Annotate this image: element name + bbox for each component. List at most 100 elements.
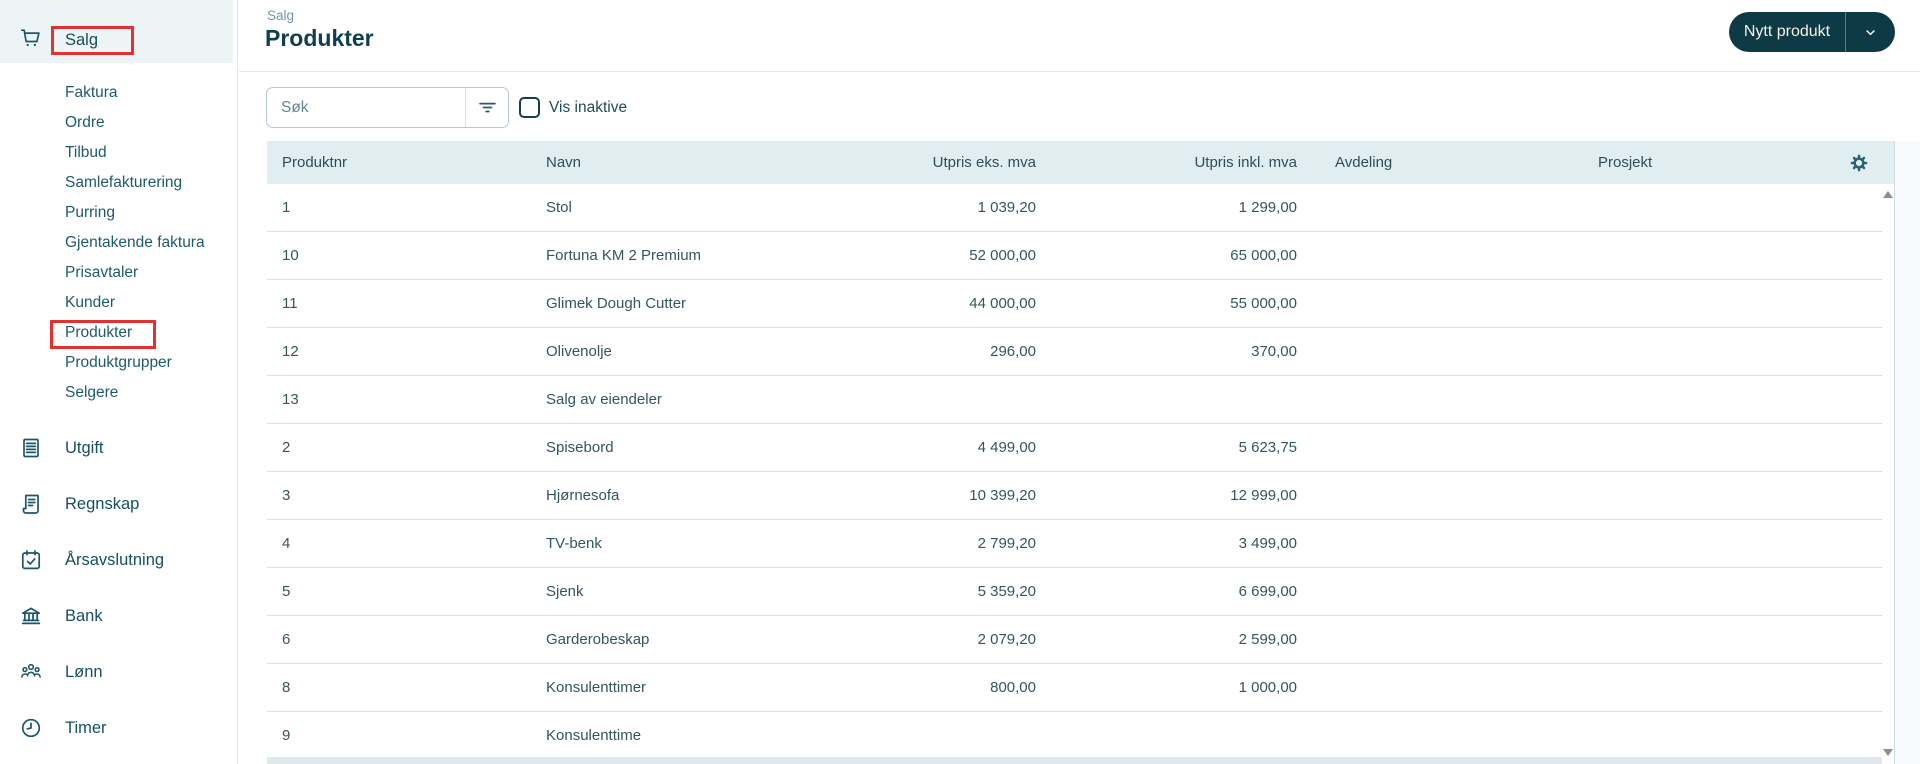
sidebar-item-lonn[interactable]: Lønn <box>0 644 238 700</box>
cell-utpris-inkl-mva: 3 499,00 <box>1238 535 1297 552</box>
scrollbar-arrow-up-icon[interactable] <box>1883 191 1893 198</box>
cell-utpris-inkl-mva: 1 299,00 <box>1238 199 1297 216</box>
page-title: Produkter <box>265 25 374 51</box>
sidebar-item-utgift[interactable]: Utgift <box>0 420 238 476</box>
expense-document-icon <box>19 436 43 460</box>
cell-utpris-inkl-mva: 65 000,00 <box>1230 247 1297 264</box>
table-row[interactable]: 6 Garderobeskap 2 079,20 2 599,00 <box>267 616 1882 664</box>
sidebar-item-gjentakende-faktura[interactable]: Gjentakende faktura <box>0 228 238 258</box>
cell-utpris-inkl-mva: 6 699,00 <box>1238 583 1297 600</box>
cell-navn: Olivenolje <box>546 343 612 360</box>
cell-navn: Garderobeskap <box>546 631 650 648</box>
sidebar-item-arsavslutning[interactable]: Årsavslutning <box>0 532 238 588</box>
filter-button[interactable] <box>465 88 508 127</box>
cell-navn: Konsulenttimer <box>546 679 647 696</box>
cell-utpris-eks-mva: 44 000,00 <box>969 295 1036 312</box>
sidebar-item-label: Faktura <box>65 84 118 101</box>
show-inactive-label: Vis inaktive <box>549 99 628 116</box>
sidebar-item-produktgrupper[interactable]: Produktgrupper <box>0 348 238 378</box>
table-row[interactable]: 9 Konsulenttime <box>267 712 1882 760</box>
table-row[interactable]: 5 Sjenk 5 359,20 6 699,00 <box>267 568 1882 616</box>
column-settings-button[interactable] <box>1849 153 1869 173</box>
vertical-scrollbar[interactable] <box>1882 184 1894 764</box>
right-gutter <box>1895 141 1920 764</box>
cell-navn: Spisebord <box>546 439 614 456</box>
cell-utpris-eks-mva: 2 079,20 <box>977 631 1036 648</box>
sidebar-item-label: Ordre <box>65 114 105 131</box>
sidebar-item-tilbud[interactable]: Tilbud <box>0 138 238 168</box>
gear-icon <box>1850 154 1868 171</box>
filter-icon <box>478 102 496 113</box>
cell-produktnr: 4 <box>282 535 291 552</box>
table-row[interactable]: 8 Konsulenttimer 800,00 1 000,00 <box>267 664 1882 712</box>
calendar-check-icon <box>19 548 43 572</box>
sidebar-item-purring[interactable]: Purring <box>0 198 238 228</box>
sidebar-item-label: Regnskap <box>65 494 140 513</box>
cell-produktnr: 12 <box>282 343 299 360</box>
header-divider <box>239 71 1920 72</box>
table-row[interactable]: 3 Hjørnesofa 10 399,20 12 999,00 <box>267 472 1882 520</box>
sidebar-item-regnskap[interactable]: Regnskap <box>0 476 238 532</box>
horizontal-scrollbar[interactable] <box>267 757 1882 764</box>
table-row[interactable]: 11 Glimek Dough Cutter 44 000,00 55 000,00 <box>267 280 1882 328</box>
column-header-utpris-inkl-mva[interactable]: Utpris inkl. mva <box>1194 154 1297 171</box>
sidebar-item-samlefakturering[interactable]: Samlefakturering <box>0 168 238 198</box>
clock-icon <box>19 716 43 740</box>
products-table: Produktnr Navn Utpris eks. mva Utpris in… <box>267 141 1894 760</box>
sidebar-item-produkter[interactable]: Produkter <box>0 318 238 348</box>
cell-utpris-inkl-mva: 1 000,00 <box>1238 679 1297 696</box>
cell-navn: Hjørnesofa <box>546 487 620 504</box>
cell-utpris-inkl-mva: 2 599,00 <box>1238 631 1297 648</box>
cell-navn: Fortuna KM 2 Premium <box>546 247 702 264</box>
column-header-navn[interactable]: Navn <box>546 154 582 171</box>
show-inactive-checkbox[interactable] <box>519 97 540 118</box>
table-row[interactable]: 12 Olivenolje 296,00 370,00 <box>267 328 1882 376</box>
search-input[interactable] <box>267 88 465 127</box>
table-row[interactable]: 1 Stol 1 039,20 1 299,00 <box>267 184 1882 232</box>
breadcrumb[interactable]: Salg <box>267 8 295 23</box>
sidebar-item-kunder[interactable]: Kunder <box>0 288 238 318</box>
column-header-avdeling[interactable]: Avdeling <box>1335 154 1393 171</box>
sidebar-item-timer[interactable]: Timer <box>0 700 238 756</box>
sidebar-item-label: Årsavslutning <box>65 550 165 569</box>
cell-utpris-inkl-mva: 55 000,00 <box>1230 295 1297 312</box>
sidebar-item-label: Selgere <box>65 384 119 401</box>
new-product-button[interactable]: Nytt produkt <box>1729 12 1895 52</box>
sidebar-item-ordre[interactable]: Ordre <box>0 108 238 138</box>
cell-produktnr: 6 <box>282 631 291 648</box>
cell-utpris-eks-mva: 296,00 <box>990 343 1036 360</box>
sidebar-item-label: Lønn <box>65 662 103 681</box>
sidebar: Salg Faktura Ordre Tilbud Samlefakturering P… <box>0 0 238 764</box>
cell-produktnr: 11 <box>282 295 298 312</box>
scrollbar-arrow-down-icon[interactable] <box>1883 749 1893 756</box>
sidebar-item-bank[interactable]: Bank <box>0 588 238 644</box>
cell-navn: Salg av eiendeler <box>546 391 662 408</box>
sidebar-item-faktura[interactable]: Faktura <box>0 78 238 108</box>
new-product-dropdown-toggle[interactable] <box>1846 12 1895 52</box>
table-header-row: Produktnr Navn Utpris eks. mva Utpris in… <box>267 141 1894 184</box>
cell-utpris-inkl-mva: 370,00 <box>1251 343 1297 360</box>
table-body: 1 Stol 1 039,20 1 299,00 10 Fortuna KM 2 Prem… <box>267 184 1894 760</box>
sidebar-item-prisavtaler[interactable]: Prisavtaler <box>0 258 238 288</box>
cell-utpris-eks-mva: 1 039,20 <box>977 199 1036 216</box>
column-header-produktnr[interactable]: Produktnr <box>282 154 348 171</box>
cell-navn: Stol <box>546 199 572 216</box>
cell-utpris-eks-mva: 800,00 <box>990 679 1036 696</box>
cell-utpris-inkl-mva: 5 623,75 <box>1238 439 1297 456</box>
cell-produktnr: 8 <box>282 679 291 696</box>
table-row[interactable]: 2 Spisebord 4 499,00 5 623,75 <box>267 424 1882 472</box>
search-box <box>266 87 509 128</box>
content-right-border <box>1894 141 1895 764</box>
column-header-prosjekt[interactable]: Prosjekt <box>1598 154 1653 171</box>
sidebar-item-selgere[interactable]: Selgere <box>0 378 238 408</box>
sidebar-item-label: Kunder <box>65 294 115 311</box>
column-header-utpris-eks-mva[interactable]: Utpris eks. mva <box>932 154 1036 171</box>
cell-utpris-eks-mva: 52 000,00 <box>969 247 1036 264</box>
table-row[interactable]: 4 TV-benk 2 799,20 3 499,00 <box>267 520 1882 568</box>
cell-produktnr: 5 <box>282 583 291 600</box>
cell-produktnr: 3 <box>282 487 291 504</box>
table-row[interactable]: 13 Salg av eiendeler <box>267 376 1882 424</box>
cell-produktnr: 1 <box>282 199 291 216</box>
table-row[interactable]: 10 Fortuna KM 2 Premium 52 000,00 65 000,00 <box>267 232 1882 280</box>
